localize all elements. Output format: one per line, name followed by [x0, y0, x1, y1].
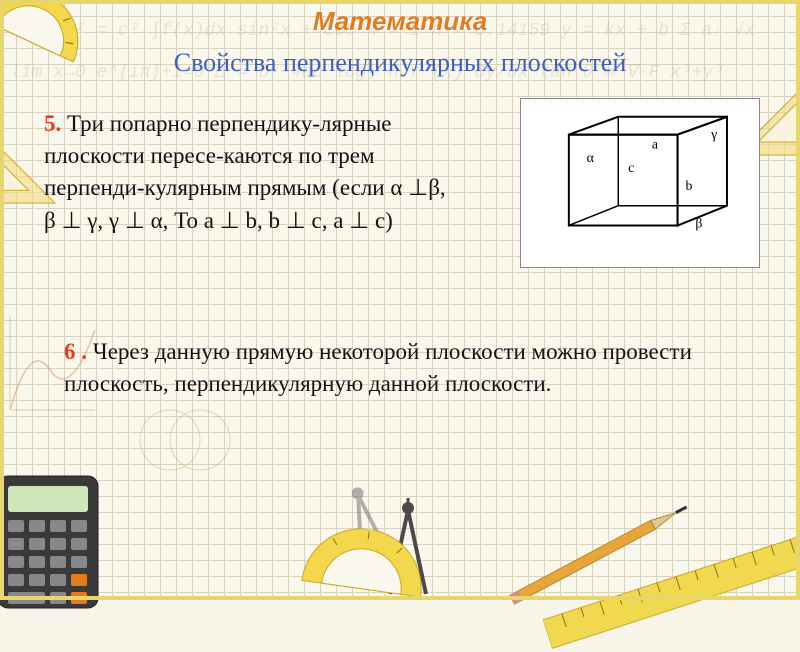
bg-circles-decoration [130, 400, 250, 480]
item-number-6: 6 . [64, 339, 87, 364]
property-5-text: 5. Три попарно перпендику-лярные плоскос… [44, 108, 454, 237]
cube-label-beta: β [695, 215, 702, 230]
calculator-icon [0, 472, 102, 612]
cube-label-alpha: α [587, 150, 594, 165]
item-text-6: Через данную прямую некоторой плоскости … [64, 339, 692, 396]
item-text-5: Три попарно перпендику-лярные плоскости … [44, 111, 446, 233]
cube-label-gamma: γ [710, 127, 717, 142]
cube-label-b: b [685, 178, 692, 193]
item-number-5: 5. [44, 111, 61, 136]
page-subtitle: Свойства перпендикулярных плоскостей [0, 48, 800, 78]
property-6-text: 6 . Через данную прямую некоторой плоско… [64, 336, 704, 400]
page-title: Математика [0, 6, 800, 37]
cube-diagram: α β γ a b c [520, 98, 760, 268]
cube-label-a: a [652, 136, 658, 151]
cube-label-c: c [628, 160, 634, 175]
